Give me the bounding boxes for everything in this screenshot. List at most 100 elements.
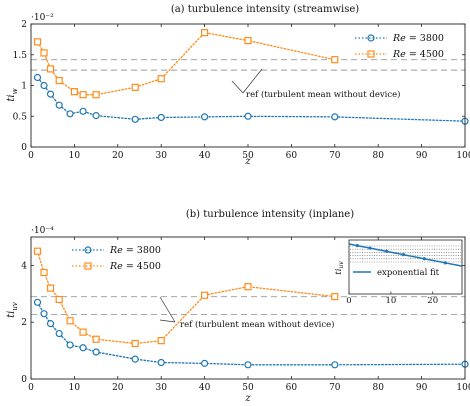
panel-a-data-point-re3800: [244, 112, 252, 120]
panel-b-y-axis-label-main: ti: [6, 311, 17, 318]
panel-b-y-axis-label: tiuv: [6, 302, 19, 318]
panel-a-x-tick-label: 30: [155, 151, 167, 161]
panel-b-data-point-re4500: [40, 268, 48, 277]
panel-a-data-point-re4500: [40, 49, 48, 57]
panel-a-y-tick-label: 0.5: [13, 112, 28, 122]
panel-a-data-point-re4500: [131, 83, 139, 91]
panel-b-x-tick-label: 10: [69, 383, 81, 393]
panel-a-legend-label-re4500: Re = 4500: [392, 49, 444, 60]
panel-b-data-point-re3800: [40, 310, 48, 318]
panel-b-data-point-re3800: [46, 320, 55, 328]
panel-b-inset-x-tick-label: 20: [427, 296, 438, 306]
panel-b-data-point-re3800: [79, 344, 87, 352]
panel-a-y-axis-label-sub: w: [11, 88, 19, 94]
panel-a-annotation-leader-lower: [231, 80, 244, 94]
panel-b-legend-label-re3800: Re = 3800: [109, 245, 161, 256]
panel-b-x-tick-label: 70: [329, 383, 341, 393]
panel-a-data-point-re3800: [201, 113, 209, 121]
panel-b-y-tick-label: 2: [21, 318, 27, 328]
panel-a-data-point-re4500: [70, 88, 79, 96]
panel-b-inset-y-label: tiuv: [334, 261, 345, 275]
panel-b-data-point-re4500: [79, 328, 87, 336]
panel-b-data-point-re4500: [66, 317, 74, 325]
panel-b-annotation-leader-upper: [159, 296, 176, 323]
panel-b-data-point-re4500: [157, 337, 165, 345]
panel-b-data-point-re3800: [331, 361, 339, 369]
panel-b-inset-data-point: [355, 244, 359, 248]
panel-b-x-axis-label: z: [244, 393, 251, 404]
panel-b-legend-marker-re4500: [84, 262, 92, 270]
panel-a-x-tick-label: 60: [286, 151, 298, 161]
panel-b-x-tick-label: 50: [242, 383, 254, 393]
panel-a-x-axis-label: z: [244, 156, 251, 167]
panel-b-data-point-re4500: [244, 283, 252, 291]
panel-b-x-tick-label: 60: [286, 383, 298, 393]
panel-b-legend-label-re4500: Re = 4500: [109, 261, 161, 272]
panel-b-inset-data-point: [385, 249, 389, 253]
panel-a-data-point-re4500: [244, 37, 252, 45]
panel-b-inset-data-point: [422, 257, 426, 261]
panel-b-inset-legend-label: exponential fit: [377, 268, 440, 278]
panel-b-inset-data-point: [401, 253, 406, 257]
panel-a: (a) turbulence intensity (streamwise) ·1…: [6, 4, 470, 167]
panel-a-data-point-re4500: [46, 65, 55, 73]
panel-a-legend-marker-re4500: [367, 50, 375, 58]
panel-b-x-tick-label: 30: [155, 383, 167, 393]
panel-a-x-tick-label: 20: [112, 151, 124, 161]
panel-a-annotation-leader-upper: [242, 68, 263, 94]
panel-b-annotation: ref (turbulent mean without device): [159, 296, 335, 330]
panel-a-x-tick-label: 0: [28, 151, 34, 161]
panel-b-annotation-leader-lower: [159, 319, 176, 323]
panel-a-annotation: ref (turbulent mean without device): [231, 68, 401, 100]
panel-b-data-point-re4500: [201, 291, 209, 299]
panel-a-data-point-re4500: [201, 29, 209, 37]
panel-b-data-point-re3800: [55, 329, 63, 338]
panel-a-data-point-re3800: [92, 112, 100, 120]
panel-b-x-tick-label: 0: [28, 383, 34, 393]
panel-b-data-point-re4500: [331, 293, 339, 301]
panel-b-data-point-re3800: [244, 361, 252, 369]
panel-a-legend-label-re3800: Re = 3800: [392, 33, 444, 44]
panel-a-legend-marker-re3800: [367, 34, 375, 42]
panel-b-title: (b) turbulence intensity (inplane): [186, 209, 354, 220]
panel-b-y-axis-label-sub: uv: [11, 302, 19, 311]
panel-b-x-tick-label: 20: [112, 383, 124, 393]
panel-a-data-point-re3800: [79, 107, 87, 115]
panel-b-inset-x-tick-label: 10: [385, 296, 396, 306]
panel-b-data-point-re3800: [92, 348, 100, 356]
panel-b-legend: Re = 3800 Re = 4500: [72, 245, 161, 272]
panel-a-y-axis-label: tiw: [6, 88, 19, 101]
panel-a-legend: Re = 3800 Re = 4500: [355, 33, 444, 60]
panel-a-x-tick-label: 10: [69, 151, 81, 161]
panel-a-y-axis-label-main: ti: [6, 94, 17, 101]
panel-b-data-point-re3800: [157, 358, 165, 367]
panel-a-y-exponent: ·10⁻²: [31, 13, 54, 23]
panel-a-annotation-text: ref (turbulent mean without device): [246, 89, 401, 100]
panel-b-annotation-text: ref (turbulent mean without device): [180, 319, 335, 330]
panel-b-data-point-re4500: [46, 284, 55, 292]
panel-a-data-point-re3800: [46, 90, 55, 98]
panel-b-data-point-re3800: [131, 355, 139, 363]
panel-b-x-tick-label: 100: [456, 383, 470, 393]
panel-b-legend-marker-re3800: [84, 246, 92, 254]
panel-b-y-tick-label: 4: [21, 261, 27, 271]
panel-a-y-tick-label: 0: [21, 143, 27, 153]
panel-b-y-tick-label: 0: [21, 375, 27, 385]
panel-b-inset-hatch: [348, 243, 463, 267]
panel-a-series-line-re4500: [36, 31, 336, 96]
panel-b-data-point-re3800: [33, 298, 42, 306]
panel-a-y-tick-label: 1.5: [13, 51, 28, 61]
panel-a-title: (a) turbulence intensity (streamwise): [171, 4, 359, 15]
panel-a-data-point-re4500: [157, 75, 165, 83]
panel-b-data-point-re4500: [131, 339, 139, 348]
panel-b-y-exponent: ·10⁻⁴: [31, 226, 54, 236]
panel-a-data-point-re3800: [157, 113, 165, 122]
panel-b-data-point-re3800: [66, 341, 74, 349]
panel-b-data-point-re4500: [92, 335, 100, 343]
panel-b-x-tick-label: 40: [199, 383, 211, 393]
panel-a-data-point-re3800: [66, 110, 74, 118]
panel-b-x-tick-label: 90: [416, 383, 428, 393]
panel-a-x-tick-label: 100: [456, 151, 470, 161]
panel-a-x-tick-label: 90: [416, 151, 428, 161]
